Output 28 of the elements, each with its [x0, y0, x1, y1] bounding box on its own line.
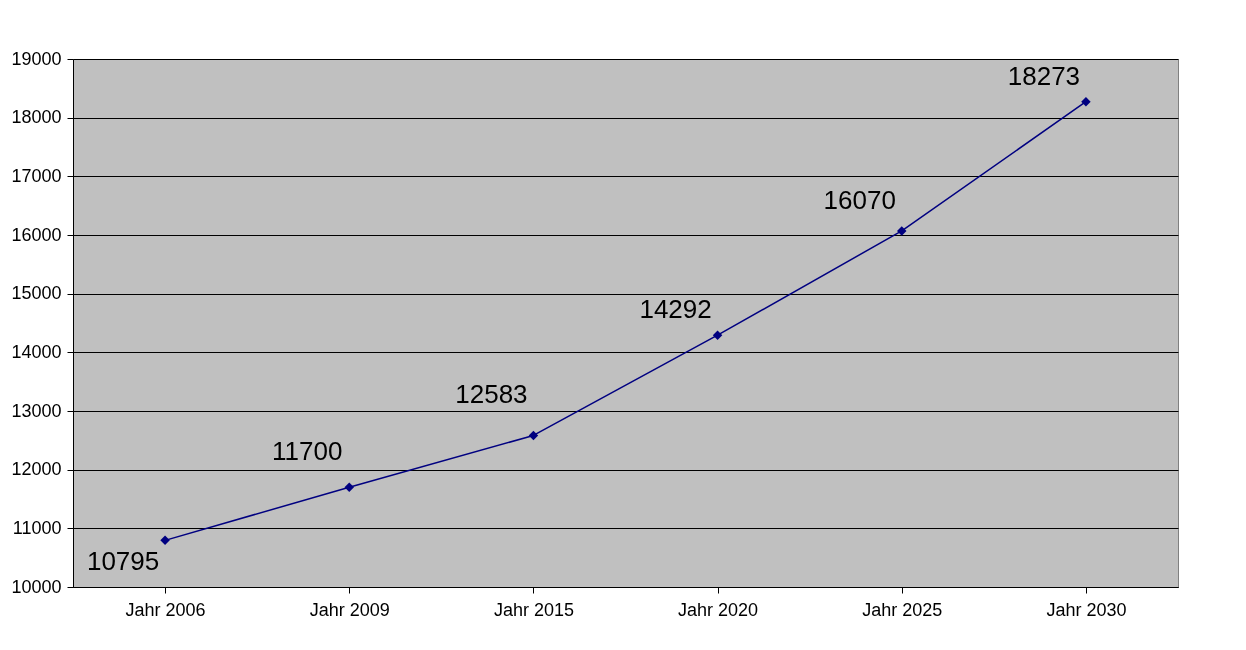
point — [528, 430, 539, 441]
x-tick-label: Jahr 2006 — [125, 599, 206, 620]
data-label: 11700 — [272, 436, 343, 467]
y-tick-label: 16000 — [11, 224, 62, 245]
data-label: 14292 — [639, 294, 712, 325]
x-tick-label: Jahr 2030 — [1046, 599, 1127, 620]
data-label: 16070 — [823, 184, 896, 215]
x-tick-label: Jahr 2020 — [678, 599, 759, 620]
point — [344, 482, 354, 493]
y-tick-label: 17000 — [11, 165, 62, 186]
y-tick-label: 18000 — [11, 107, 62, 128]
x-tick-label: Jahr 2009 — [309, 599, 390, 620]
y-tick-label: 14000 — [11, 341, 62, 362]
point — [897, 226, 907, 236]
data-label: 10795 — [86, 546, 160, 577]
data-label: 12583 — [455, 379, 528, 410]
y-tick-label: 12000 — [11, 459, 62, 480]
point — [1081, 96, 1091, 107]
point — [712, 330, 723, 340]
data-label: 18273 — [1007, 60, 1081, 91]
y-tick-label: 10000 — [11, 576, 62, 597]
x-tick-label: Jahr 2025 — [862, 599, 943, 620]
y-tick-label: 19000 — [11, 48, 62, 69]
y-tick-label: 13000 — [11, 400, 62, 421]
y-tick-label: 15000 — [11, 283, 62, 304]
x-tick-label: Jahr 2015 — [493, 599, 574, 620]
y-tick-label: 11000 — [12, 517, 62, 538]
point — [160, 535, 170, 546]
